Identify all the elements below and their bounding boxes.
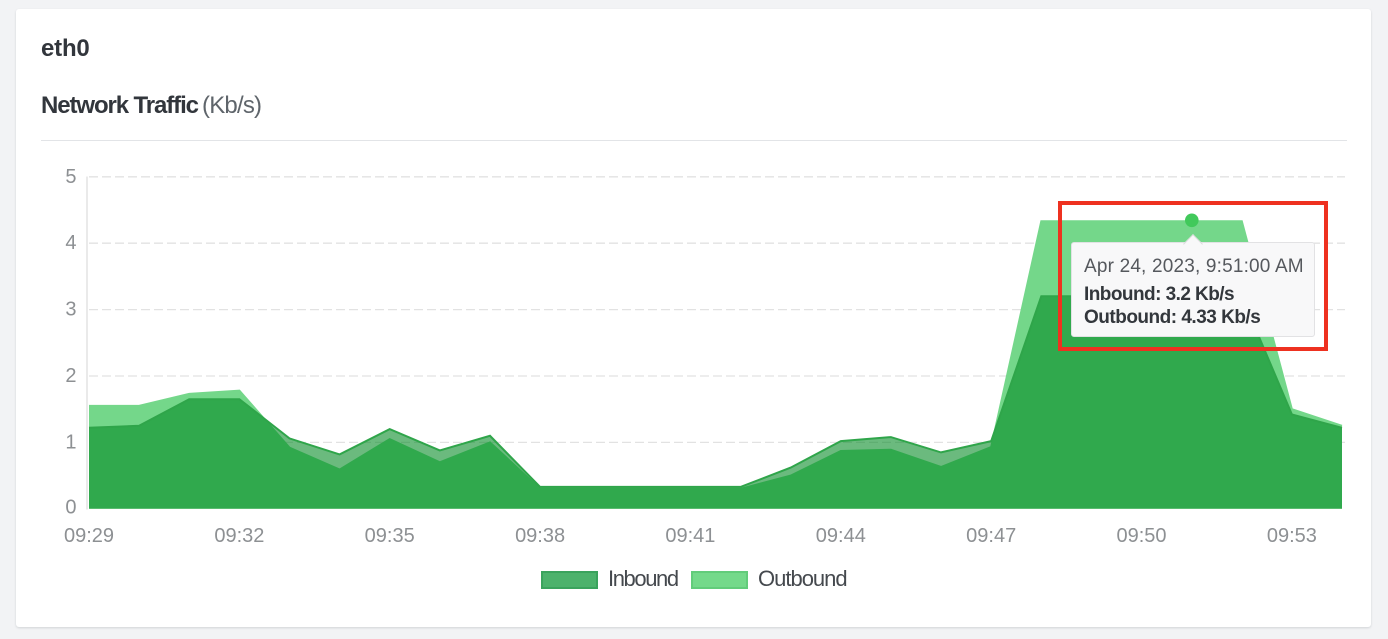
- svg-text:09:29: 09:29: [64, 525, 114, 547]
- svg-text:3: 3: [65, 299, 76, 321]
- svg-text:09:53: 09:53: [1267, 525, 1317, 547]
- svg-text:09:47: 09:47: [966, 525, 1016, 547]
- svg-text:2: 2: [65, 365, 76, 387]
- svg-text:4: 4: [65, 232, 76, 254]
- svg-text:09:50: 09:50: [1116, 525, 1166, 547]
- svg-text:5: 5: [65, 166, 76, 188]
- svg-text:09:32: 09:32: [214, 525, 264, 547]
- svg-text:09:44: 09:44: [816, 525, 866, 547]
- svg-text:09:38: 09:38: [515, 525, 565, 547]
- svg-text:09:35: 09:35: [365, 525, 415, 547]
- svg-text:09:41: 09:41: [665, 525, 715, 547]
- svg-text:0: 0: [65, 497, 76, 519]
- svg-text:1: 1: [65, 431, 76, 453]
